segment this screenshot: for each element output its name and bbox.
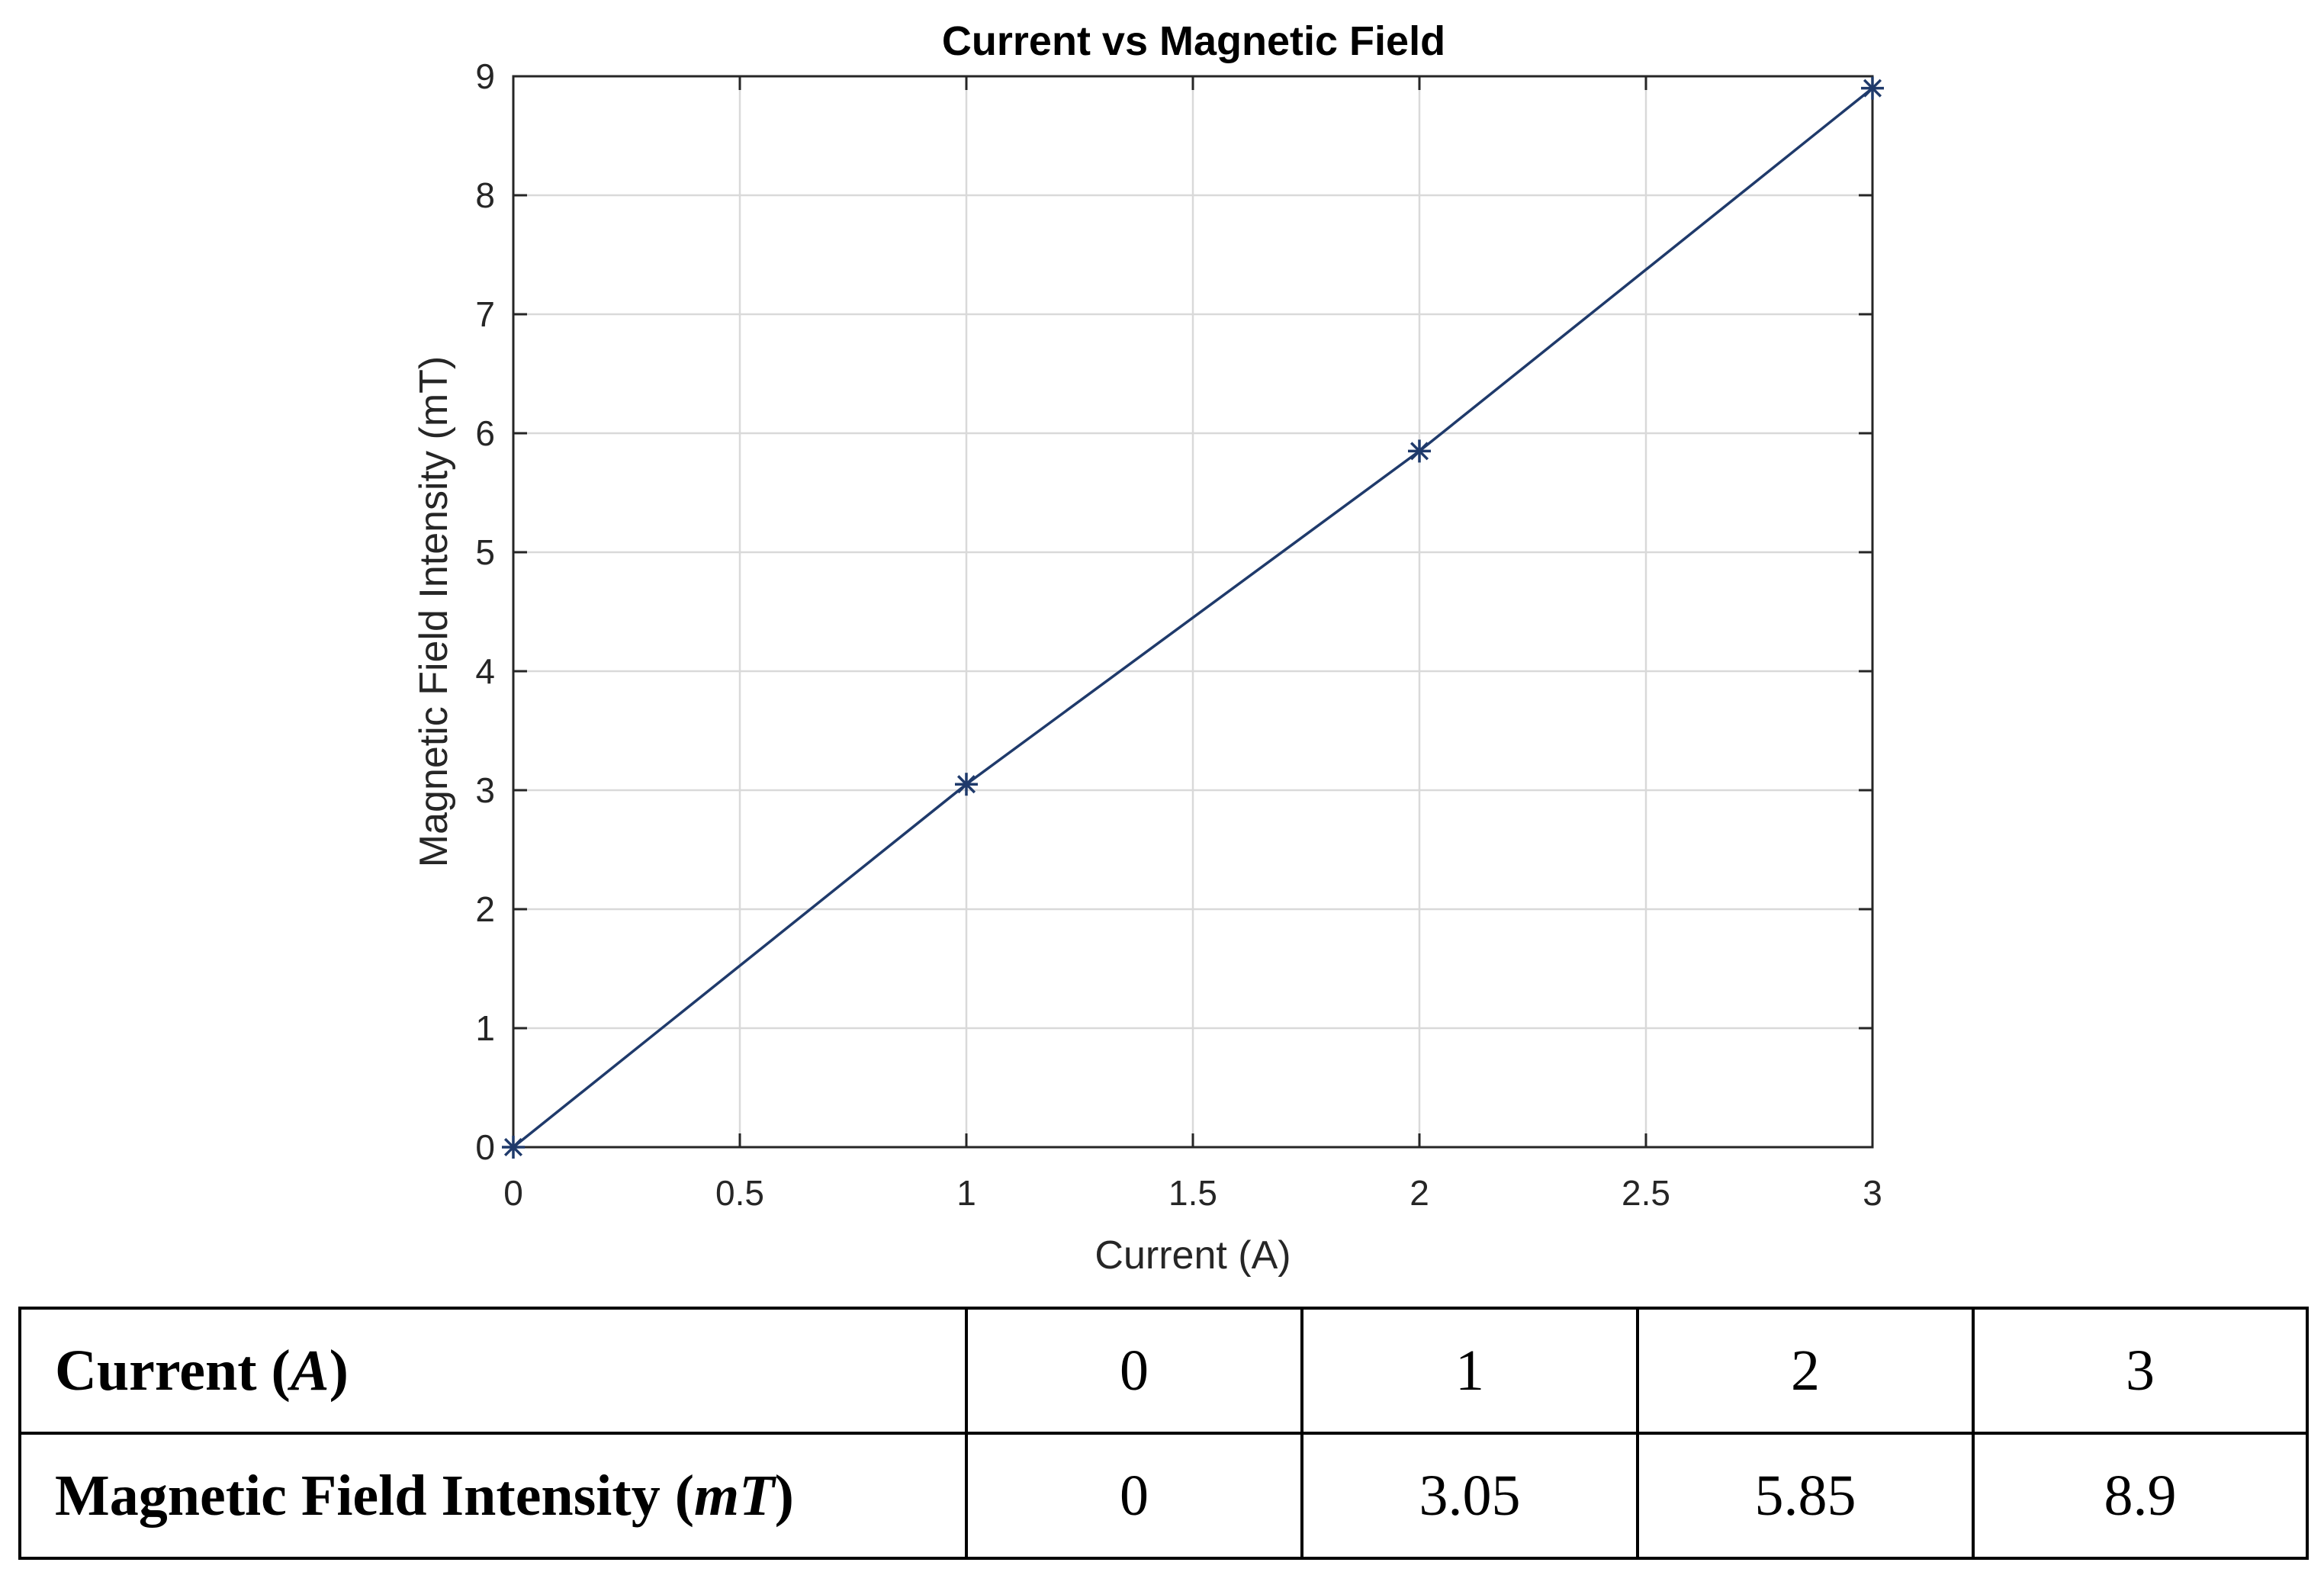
table-cell: 8.9 <box>1972 1432 2309 1560</box>
table-cell: 0 <box>965 1307 1303 1435</box>
data-point-marker <box>955 773 978 796</box>
x-tick-label: 2 <box>1410 1173 1429 1213</box>
table-row: Magnetic Field Intensity (mT) 0 3.05 5.8… <box>18 1432 2309 1560</box>
x-tick-label: 3 <box>1863 1173 1882 1213</box>
x-tick-label: 1 <box>956 1173 976 1213</box>
y-axis-label: Magnetic Field Intensity (mT) <box>412 356 456 867</box>
row-header-current: Current (A) <box>18 1307 968 1435</box>
series <box>502 76 1884 1159</box>
y-tick-label: 4 <box>475 651 495 691</box>
table-cell: 3 <box>1972 1307 2309 1435</box>
data-point-marker <box>1408 439 1431 463</box>
table-cell: 0 <box>965 1432 1303 1560</box>
axis-ticks <box>512 75 1874 1149</box>
y-tick-label: 7 <box>475 294 495 334</box>
data-point-marker <box>502 1136 525 1159</box>
row-header-magnetic-field: Magnetic Field Intensity (mT) <box>18 1432 968 1560</box>
table-row: Current (A) 0 1 2 3 <box>18 1307 2309 1435</box>
y-tick-label: 3 <box>475 770 495 810</box>
data-table: Current (A) 0 1 2 3 Magnetic Field Inten… <box>18 1307 2309 1560</box>
table-cell: 2 <box>1636 1307 1975 1435</box>
table-cell: 3.05 <box>1300 1432 1639 1560</box>
y-tick-label: 5 <box>475 532 495 572</box>
y-axis-tick-labels: 0 1 2 3 4 5 6 7 8 9 <box>475 56 495 1167</box>
table-cell: 1 <box>1300 1307 1639 1435</box>
y-tick-label: 2 <box>475 889 495 929</box>
y-tick-label: 9 <box>475 56 495 96</box>
x-tick-label: 2.5 <box>1622 1173 1670 1213</box>
x-tick-label: 0 <box>503 1173 523 1213</box>
data-point-marker <box>1861 76 1884 100</box>
x-tick-label: 1.5 <box>1168 1173 1217 1213</box>
series-line <box>512 87 1874 1149</box>
table-cell: 5.85 <box>1636 1432 1975 1560</box>
x-axis-label: Current (A) <box>1094 1233 1291 1278</box>
y-tick-label: 8 <box>475 175 495 215</box>
y-tick-label: 6 <box>475 413 495 453</box>
y-tick-label: 1 <box>475 1008 495 1048</box>
chart-title: Current vs Magnetic Field <box>942 18 1445 64</box>
x-tick-label: 0.5 <box>715 1173 764 1213</box>
line-chart: Current vs Magnetic Field 0 0.5 1 1.5 2 2.5 3 … <box>412 18 1884 1278</box>
x-axis-tick-labels: 0 0.5 1 1.5 2 2.5 3 <box>503 1173 1882 1213</box>
grid <box>512 75 1874 1149</box>
y-tick-label: 0 <box>475 1127 495 1167</box>
